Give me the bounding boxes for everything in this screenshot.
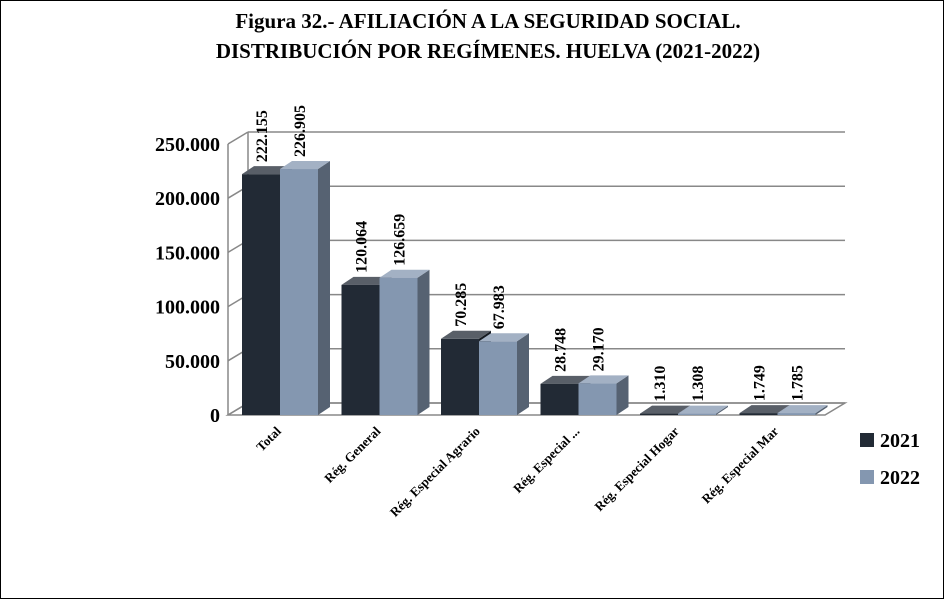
bar-top xyxy=(441,330,491,339)
bar xyxy=(678,413,716,415)
bar xyxy=(441,338,479,415)
bar-top xyxy=(540,375,591,384)
bar-side xyxy=(417,269,430,415)
y-tick-label: 100.000 xyxy=(155,297,220,319)
bar-top xyxy=(640,405,690,414)
tick-mark xyxy=(227,131,249,145)
value-label: 1.749 xyxy=(752,365,769,401)
bar-top xyxy=(341,276,392,285)
value-label: 28.748 xyxy=(553,328,570,372)
bar-top xyxy=(379,269,430,278)
value-label: 226.905 xyxy=(292,105,309,157)
bar-top xyxy=(479,333,529,342)
y-tick-label: 200.000 xyxy=(155,188,220,210)
legend-swatch xyxy=(860,433,874,447)
bar-side xyxy=(815,405,828,415)
value-label: 1.308 xyxy=(690,366,707,402)
value-label: 222.155 xyxy=(254,110,271,162)
legend-swatch xyxy=(860,470,874,484)
bar xyxy=(640,413,678,415)
bar-top xyxy=(578,375,629,384)
bar xyxy=(578,383,617,415)
value-label: 126.659 xyxy=(392,214,409,266)
legend-label: 2022 xyxy=(880,467,920,489)
bar-top xyxy=(777,405,828,414)
y-tick-label: 0 xyxy=(210,405,220,427)
value-label: 29.170 xyxy=(591,327,608,371)
bar-side xyxy=(517,333,529,415)
bar-top xyxy=(280,161,330,170)
bar-top xyxy=(242,166,292,175)
legend-label: 2021 xyxy=(880,430,920,452)
value-label: 1.785 xyxy=(790,365,807,401)
bar xyxy=(540,383,579,415)
bar xyxy=(739,413,778,415)
value-label: 67.983 xyxy=(491,285,508,329)
bar xyxy=(280,169,318,415)
chart-title: DISTRIBUCIÓN POR REGÍMENES. HUELVA (2021… xyxy=(216,39,760,63)
value-label: 1.310 xyxy=(652,366,669,402)
bar xyxy=(341,284,380,415)
bar-side xyxy=(716,405,728,415)
bar xyxy=(379,277,418,415)
bar-side xyxy=(318,161,330,415)
bar-top xyxy=(739,405,790,414)
y-tick-label: 250.000 xyxy=(155,134,220,156)
bar xyxy=(479,341,517,415)
bar-side xyxy=(616,375,629,415)
bar xyxy=(242,174,280,415)
chart-title: Figura 32.- AFILIACIÓN A LA SEGURIDAD SO… xyxy=(235,9,740,33)
y-tick-label: 50.000 xyxy=(165,351,220,373)
value-label: 120.064 xyxy=(354,221,371,273)
bar xyxy=(777,413,816,415)
bar-top xyxy=(678,405,728,414)
value-label: 70.285 xyxy=(453,283,470,327)
y-tick-label: 150.000 xyxy=(155,242,220,264)
